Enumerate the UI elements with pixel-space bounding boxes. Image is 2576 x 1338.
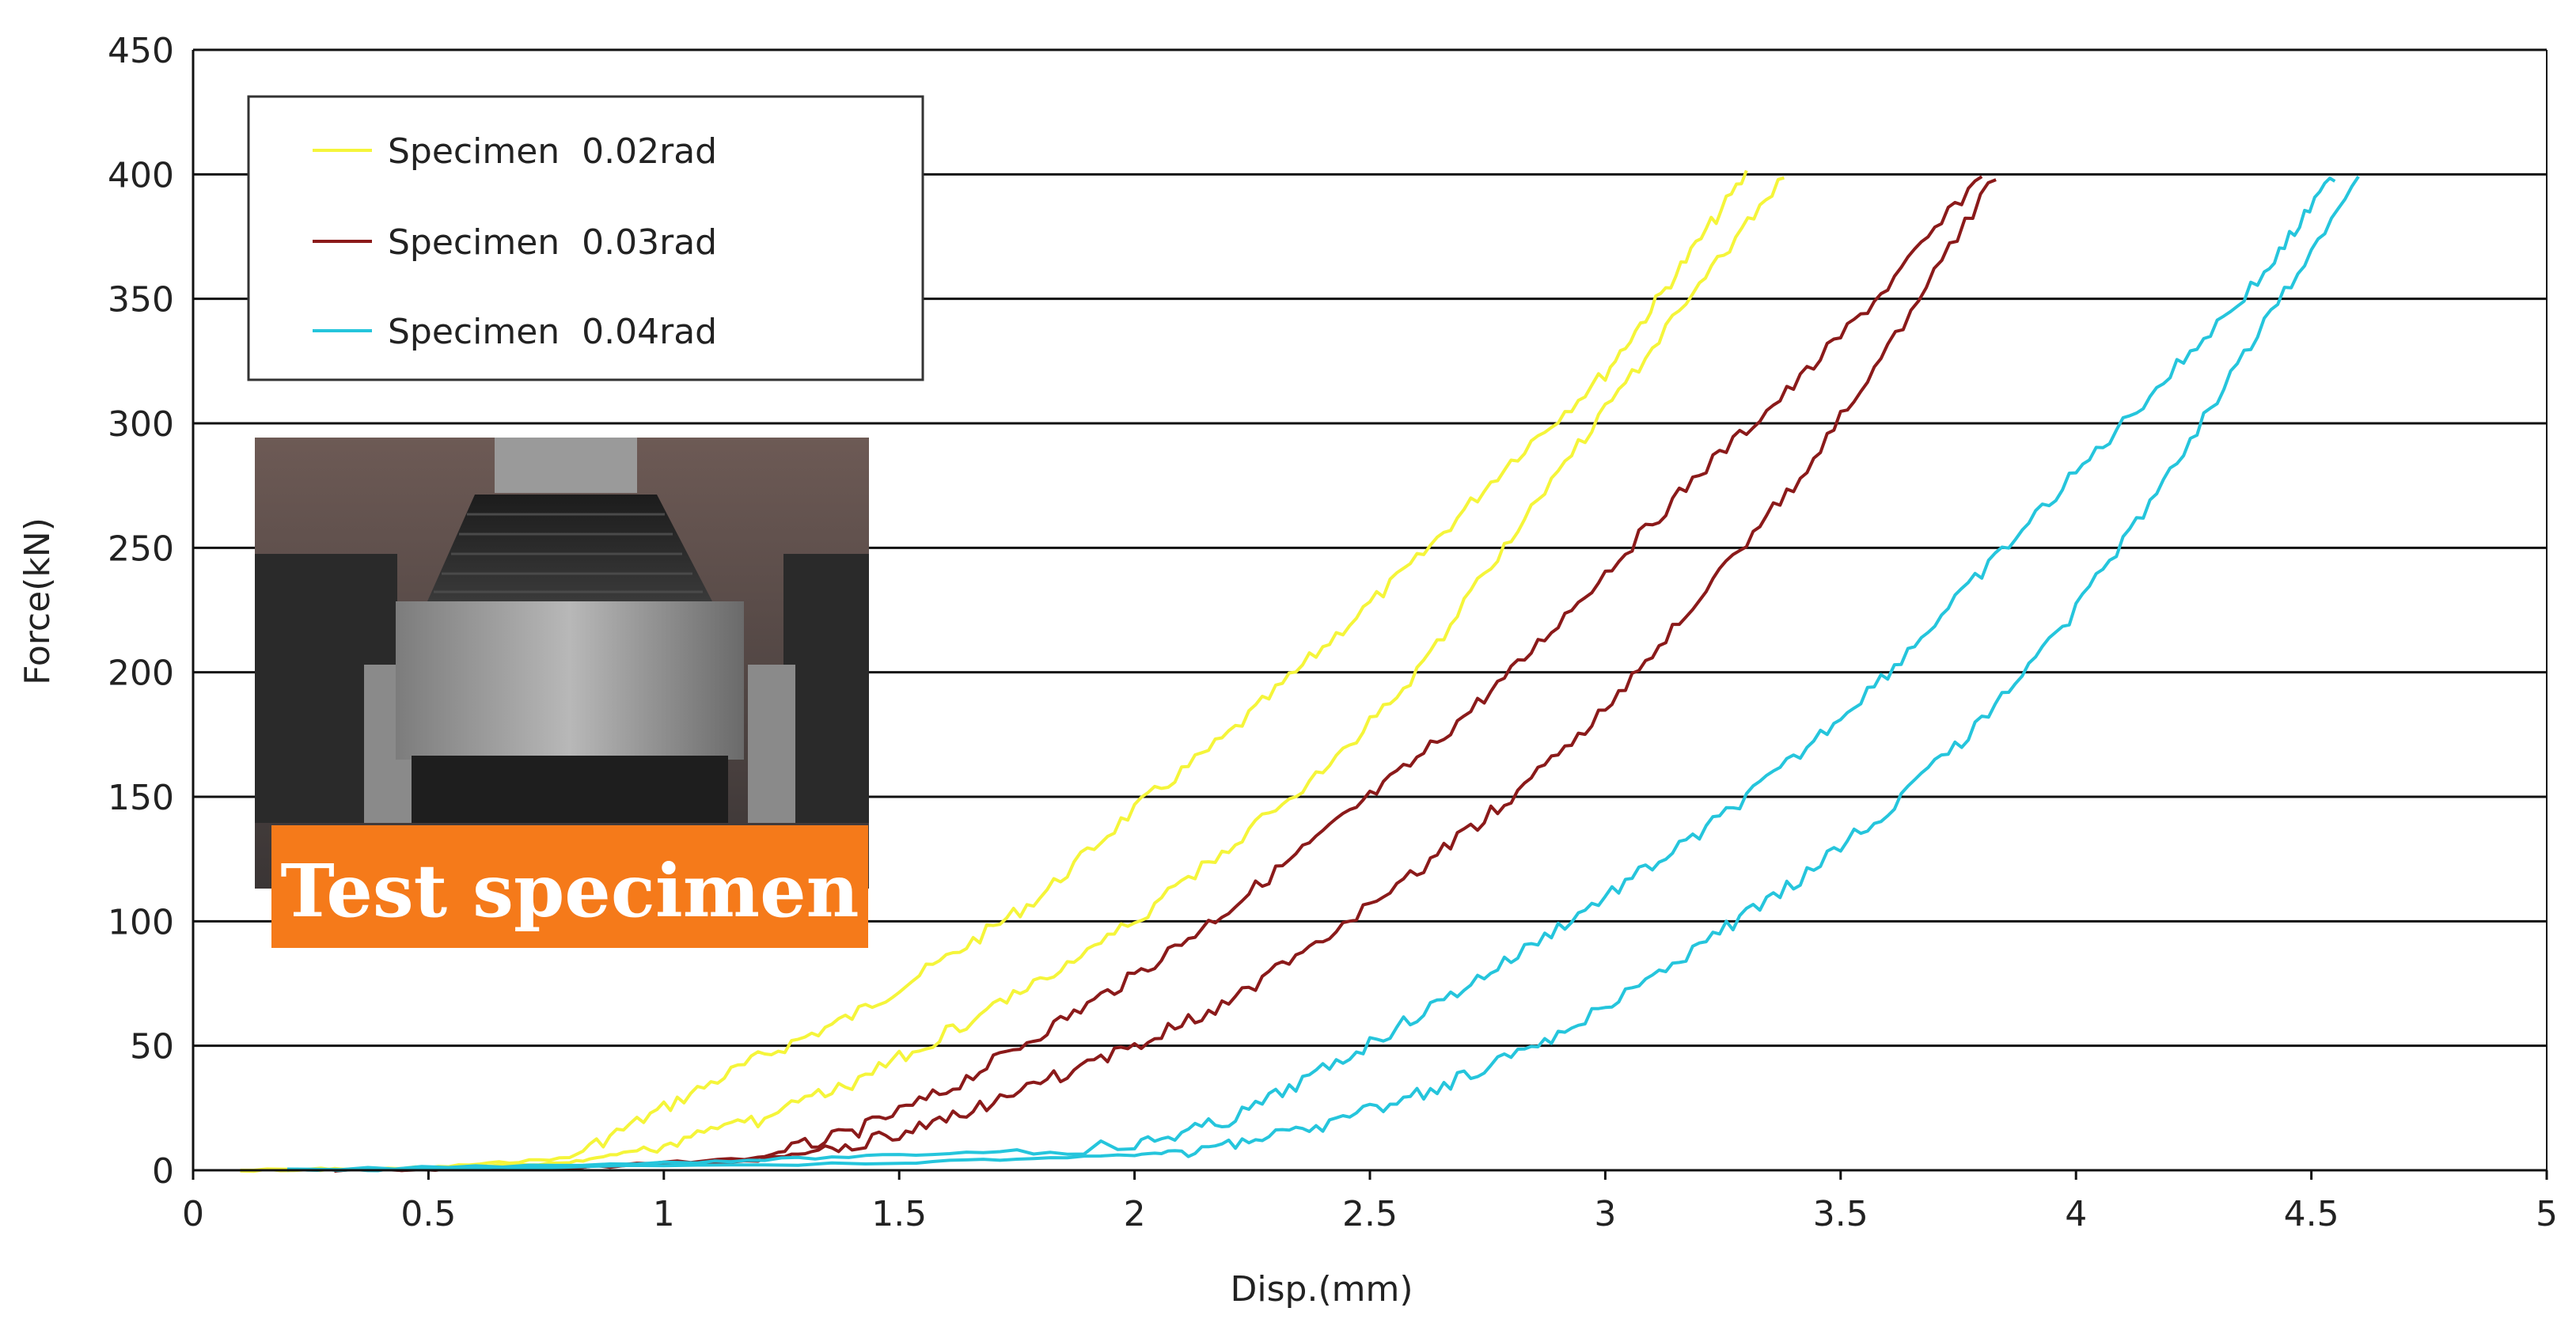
series-line-unloading (286, 175, 2360, 1173)
series-line-loading (286, 176, 2336, 1172)
inset-photo: Test specimen (255, 438, 869, 948)
x-tick-label: 2.5 (1342, 1194, 1398, 1234)
y-tick-label: 150 (108, 778, 174, 818)
x-tick-label: 4.5 (2284, 1194, 2339, 1234)
y-tick-label: 100 (108, 902, 174, 942)
legend: Specimen 0.02rad Specimen 0.03rad Specimen… (247, 95, 924, 381)
photo-steel-block (396, 601, 744, 760)
series-3 (286, 175, 2360, 1173)
x-tick-label: 3.5 (1813, 1194, 1868, 1234)
y-tick-label: 450 (108, 31, 174, 71)
series-1 (240, 169, 1785, 1173)
x-tick-label: 1 (653, 1194, 675, 1234)
x-tick-label: 4 (2065, 1194, 2087, 1234)
series-2 (334, 175, 1997, 1173)
legend-label: Specimen 0.02rad (388, 131, 717, 172)
legend-label: Specimen 0.04rad (388, 312, 717, 352)
series-lines (240, 169, 2360, 1173)
legend-box (247, 95, 924, 381)
x-tick-label: 5 (2536, 1194, 2558, 1234)
x-tick-label: 1.5 (871, 1194, 927, 1234)
x-tick-label: 3 (1594, 1194, 1616, 1234)
x-axis-title: Disp.(mm) (1231, 1269, 1413, 1310)
x-tick-label: 0 (182, 1194, 204, 1234)
legend-label: Specimen 0.03rad (388, 222, 717, 263)
photo-right-frame (783, 554, 869, 823)
series-line-unloading (334, 178, 1997, 1173)
series-line-loading (334, 175, 1983, 1173)
photo-caption-background (271, 825, 868, 948)
photo-right-post (748, 665, 795, 823)
photo-base-plate (412, 756, 728, 823)
series-line-unloading (240, 176, 1785, 1173)
y-tick-label: 200 (108, 654, 174, 694)
y-tick-label: 250 (108, 529, 174, 569)
y-axis-title: Force(kN) (17, 517, 58, 685)
photo-top-platen (495, 438, 637, 493)
series-line-loading (240, 169, 1748, 1172)
y-tick-label: 0 (152, 1151, 174, 1192)
y-tick-label: 400 (108, 155, 174, 195)
y-tick-label: 50 (130, 1027, 174, 1067)
y-tick-label: 350 (108, 280, 174, 320)
tick-labels: 0 0.5 1 1.5 2 2.5 3 3.5 4 4.5 50501001502002503003… (108, 31, 2558, 1234)
x-tick-label: 2 (1124, 1194, 1146, 1234)
x-tick-label: 0.5 (400, 1194, 456, 1234)
photo-bearing-ridges (434, 513, 703, 593)
y-tick-label: 300 (108, 404, 174, 445)
photo-caption: Test specimen (280, 848, 859, 934)
